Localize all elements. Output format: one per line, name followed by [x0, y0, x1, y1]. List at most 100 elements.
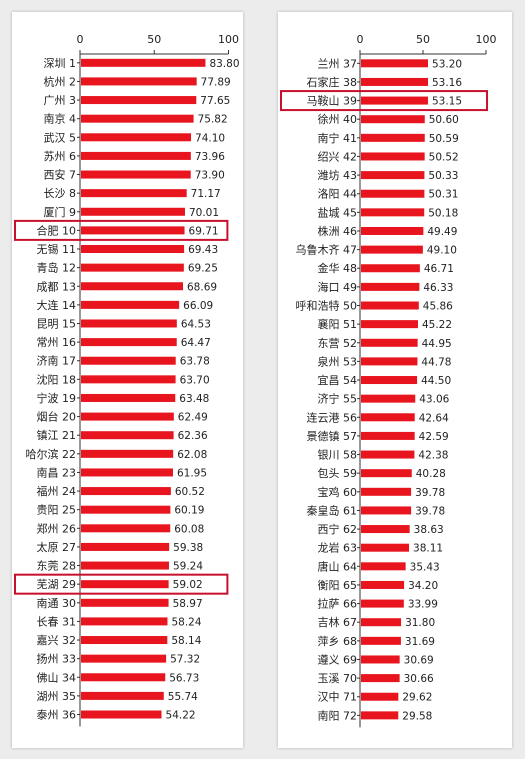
category-label: 吉林 67 — [318, 615, 358, 629]
category-label: 西宁 62 — [318, 522, 358, 536]
value-label: 50.33 — [428, 170, 458, 182]
x-tick-label: 100 — [476, 33, 497, 46]
category-label: 株洲 46 — [318, 224, 358, 238]
bar — [361, 580, 405, 589]
category-label: 成都 13 — [37, 280, 77, 293]
value-label: 50.31 — [428, 189, 458, 201]
bar — [361, 338, 418, 347]
category-label: 武汉 5 — [44, 131, 77, 144]
value-label: 44.78 — [421, 356, 451, 368]
bar — [81, 542, 170, 551]
bar — [361, 320, 418, 329]
category-label: 唐山 64 — [318, 559, 358, 573]
value-label: 62.49 — [178, 412, 208, 424]
category-label: 银川 58 — [318, 448, 358, 462]
category-label: 广州 3 — [44, 94, 77, 107]
bar — [81, 226, 185, 235]
value-label: 34.20 — [408, 580, 438, 592]
category-label: 包头 59 — [318, 467, 358, 480]
bar — [361, 282, 420, 291]
category-label: 哈尔滨 22 — [26, 447, 77, 461]
category-label: 南昌 23 — [37, 466, 77, 479]
value-label: 60.52 — [175, 486, 205, 498]
value-label: 31.80 — [405, 617, 435, 629]
highlight-box — [280, 90, 489, 112]
bar — [81, 58, 206, 67]
bar — [81, 356, 176, 365]
category-label: 拉萨 66 — [318, 597, 358, 611]
value-label: 70.01 — [189, 207, 219, 219]
bar — [81, 580, 169, 589]
bar — [81, 449, 174, 458]
bar — [81, 468, 173, 477]
category-label: 贵阳 25 — [37, 504, 77, 517]
bar — [81, 189, 187, 198]
bar — [361, 226, 424, 235]
value-label: 59.38 — [173, 542, 203, 554]
x-tick-label: 100 — [218, 33, 239, 46]
category-label: 南宁 41 — [318, 131, 358, 145]
bar — [361, 133, 425, 142]
bar — [361, 245, 423, 254]
value-label: 61.95 — [177, 467, 207, 479]
value-label: 30.69 — [404, 654, 434, 666]
value-label: 58.14 — [171, 635, 201, 647]
value-label: 30.66 — [404, 673, 434, 685]
value-label: 45.22 — [422, 319, 452, 331]
bar — [81, 375, 176, 384]
category-label: 西安 7 — [44, 168, 77, 182]
category-label: 深圳 1 — [44, 57, 77, 70]
category-label: 厦门 9 — [44, 205, 77, 219]
value-label: 43.06 — [419, 394, 449, 406]
category-label: 杭州 2 — [44, 74, 77, 88]
bar — [361, 208, 425, 217]
value-label: 69.71 — [189, 225, 219, 237]
bar — [361, 189, 425, 198]
bar — [81, 77, 197, 86]
bar — [361, 599, 404, 608]
value-label: 64.53 — [181, 318, 211, 330]
category-label: 汉中 71 — [318, 691, 358, 704]
bar — [81, 114, 194, 123]
bar — [361, 152, 425, 161]
bar — [361, 171, 425, 180]
category-label: 昆明 15 — [37, 317, 77, 330]
value-label: 62.36 — [178, 430, 208, 442]
bar — [361, 543, 410, 552]
category-label: 长沙 8 — [44, 187, 77, 200]
value-label: 40.28 — [416, 468, 446, 480]
value-label: 83.80 — [209, 58, 239, 70]
value-label: 63.48 — [179, 393, 209, 405]
value-label: 74.10 — [195, 132, 225, 144]
chart-panel-left: 0 50 100 深圳 1 83.80 杭州 2 77.89 广州 3 77.65 南京 4 75.… — [12, 12, 243, 748]
category-label: 景德镇 57 — [307, 429, 358, 443]
value-label: 46.71 — [424, 263, 454, 275]
bar — [81, 151, 191, 160]
category-label: 苏州 6 — [44, 150, 77, 163]
value-label: 44.50 — [421, 375, 451, 387]
category-label: 龙岩 63 — [318, 541, 358, 555]
category-label: 郑州 26 — [37, 521, 77, 535]
value-label: 53.16 — [432, 77, 462, 89]
category-label: 青岛 12 — [37, 261, 77, 275]
value-label: 46.33 — [423, 282, 453, 294]
bar — [81, 524, 171, 533]
value-label: 53.15 — [432, 96, 462, 108]
value-label: 69.25 — [188, 263, 218, 275]
bar — [361, 59, 429, 68]
bar — [361, 711, 399, 720]
category-label: 福州 24 — [37, 484, 77, 498]
bar — [361, 469, 412, 478]
x-tick-label: 0 — [357, 33, 364, 46]
category-label: 襄阳 51 — [318, 317, 358, 331]
category-label: 济宁 55 — [318, 392, 358, 406]
value-label: 38.63 — [414, 524, 444, 536]
value-label: 29.58 — [402, 710, 432, 722]
bar-chart-left: 0 50 100 深圳 1 83.80 杭州 2 77.89 广州 3 77.65 南京 4 75.… — [14, 33, 240, 727]
value-label: 77.65 — [200, 95, 230, 107]
category-label: 宝鸡 60 — [318, 485, 358, 499]
category-label: 萍乡 68 — [318, 635, 358, 648]
bar — [361, 636, 401, 645]
category-label: 长春 31 — [37, 615, 77, 628]
bar — [361, 77, 428, 86]
